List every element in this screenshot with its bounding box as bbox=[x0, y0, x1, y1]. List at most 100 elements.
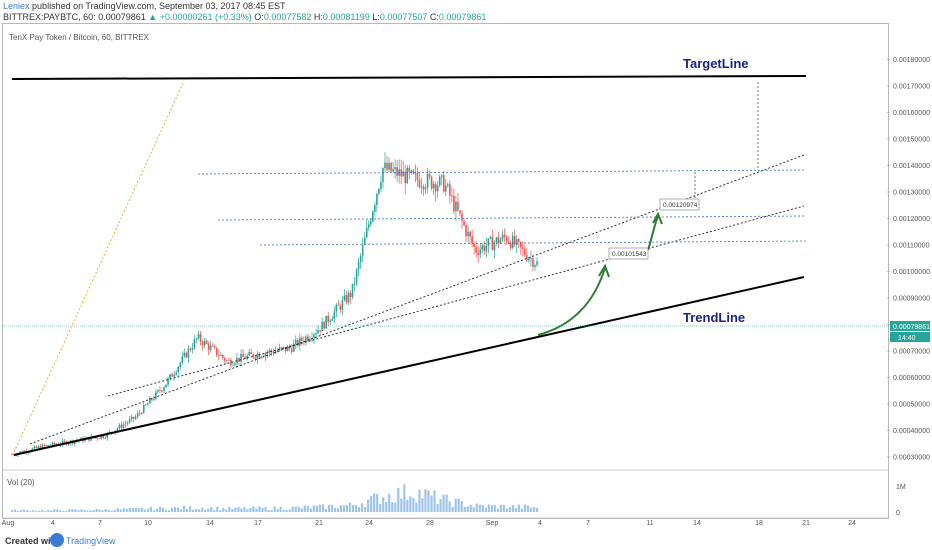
candle-body bbox=[144, 404, 147, 406]
candle-body bbox=[428, 174, 431, 177]
candle-body bbox=[349, 292, 352, 298]
volume-bar bbox=[303, 505, 306, 512]
target-box-1: 0.00101543 bbox=[608, 247, 649, 260]
trend-line-label: TrendLine bbox=[683, 310, 745, 325]
volume-bar bbox=[345, 505, 349, 512]
y-tick-label: 0.00130000 bbox=[893, 190, 930, 197]
candle-body bbox=[134, 416, 137, 419]
candle-body bbox=[351, 283, 354, 298]
candle-body bbox=[37, 446, 40, 448]
tradingview-brand[interactable]: TradingView bbox=[66, 536, 116, 546]
target-line bbox=[11, 75, 807, 80]
candle-body bbox=[465, 225, 467, 237]
candle-body bbox=[461, 213, 463, 221]
candle-body bbox=[367, 224, 370, 228]
volume-bar bbox=[161, 507, 165, 512]
trend-line bbox=[13, 276, 805, 456]
candle-body bbox=[434, 184, 437, 192]
candle-body bbox=[374, 205, 376, 212]
candle-body bbox=[181, 356, 184, 363]
candle-body bbox=[147, 403, 149, 405]
volume-bar bbox=[167, 510, 171, 512]
volume-bar bbox=[182, 505, 186, 512]
candle-body bbox=[35, 446, 38, 448]
volume-bar bbox=[56, 509, 59, 512]
tradingview-logo-icon[interactable] bbox=[50, 533, 64, 547]
volume-bar bbox=[110, 510, 113, 512]
volume-bar bbox=[370, 495, 373, 512]
time-axis[interactable]: Aug 4 7 10 14 17 21 24 28 Sep 4 7 11 14 18 21 24 bbox=[2, 469, 889, 527]
volume-bar bbox=[306, 506, 309, 512]
volume-bar bbox=[237, 506, 240, 512]
volume-bar bbox=[367, 499, 370, 512]
candle-body bbox=[469, 231, 471, 237]
volume-bar bbox=[469, 504, 472, 512]
footer: Created with TradingView bbox=[0, 530, 932, 550]
candle-body bbox=[234, 363, 236, 365]
volume-bar bbox=[523, 504, 527, 512]
candle-body bbox=[329, 320, 332, 322]
volume-bar bbox=[86, 510, 89, 512]
volume-bar bbox=[26, 510, 29, 512]
volume-bar bbox=[312, 505, 315, 512]
volume-axis-zero: 0 bbox=[896, 510, 900, 517]
candle-body bbox=[475, 247, 477, 253]
y-tick-label: 0.00120000 bbox=[893, 216, 930, 223]
volume-bar bbox=[35, 510, 38, 512]
candle-body bbox=[339, 305, 342, 310]
volume-bar bbox=[155, 508, 159, 512]
candle-body bbox=[106, 433, 109, 438]
volume-bar bbox=[391, 502, 394, 512]
candle-body bbox=[386, 162, 388, 170]
volume-bar bbox=[514, 508, 518, 512]
candle-body bbox=[63, 440, 66, 442]
candle-body bbox=[299, 337, 301, 346]
candle-body bbox=[323, 321, 325, 329]
candle-body bbox=[122, 424, 125, 428]
volume-bar bbox=[186, 508, 189, 512]
volume-bar bbox=[143, 509, 146, 512]
projection-arrow-2 bbox=[647, 215, 659, 251]
volume-bar bbox=[520, 508, 524, 512]
volume-bar bbox=[32, 510, 35, 512]
volume-bar bbox=[532, 506, 536, 512]
candle-body bbox=[479, 249, 482, 255]
volume-bar bbox=[44, 510, 47, 512]
candle-body bbox=[325, 315, 327, 329]
price-axis[interactable]: 0.00180000 0.00170000 0.00160000 0.00150000… bbox=[887, 57, 930, 462]
volume-bar bbox=[95, 508, 98, 512]
y-tick-label: 0.00160000 bbox=[893, 110, 930, 117]
candle-body bbox=[331, 318, 334, 321]
candle-body bbox=[183, 352, 186, 357]
volume-bar bbox=[71, 509, 74, 512]
volume-bar bbox=[116, 508, 119, 512]
volume-bar bbox=[80, 509, 83, 512]
candle-body bbox=[240, 353, 242, 362]
candle-body bbox=[412, 170, 415, 174]
candle-body bbox=[392, 169, 394, 172]
candles-layer bbox=[11, 152, 538, 458]
candle-body bbox=[422, 186, 425, 190]
volume-bar bbox=[397, 488, 400, 512]
candle-body bbox=[104, 437, 107, 439]
candle-body bbox=[211, 345, 214, 347]
volume-bar bbox=[427, 490, 430, 512]
candle-body bbox=[418, 179, 421, 187]
candle-body bbox=[359, 255, 362, 263]
volume-bar bbox=[484, 507, 487, 512]
author-link[interactable]: Leniex bbox=[3, 1, 30, 11]
candle-body bbox=[39, 446, 42, 449]
volume-bar bbox=[89, 510, 92, 512]
candle-body bbox=[333, 311, 336, 319]
candle-body bbox=[505, 237, 508, 242]
candle-body bbox=[473, 243, 475, 248]
candle-body bbox=[169, 374, 171, 379]
volume-bar bbox=[327, 505, 331, 512]
volume-bar bbox=[176, 507, 180, 512]
target-box-2: 0.00120974 bbox=[659, 198, 700, 211]
candle-body bbox=[167, 378, 169, 385]
candle-body bbox=[222, 354, 224, 358]
volume-bar bbox=[201, 507, 204, 512]
x-tick-label: 10 bbox=[144, 520, 152, 527]
